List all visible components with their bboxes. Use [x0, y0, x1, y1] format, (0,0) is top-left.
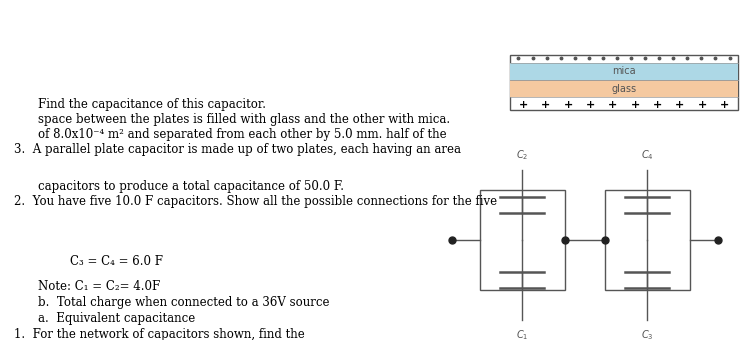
Text: 2.  You have five 10.0 F capacitors. Show all the possible connections for the f: 2. You have five 10.0 F capacitors. Show… [14, 195, 497, 208]
Text: glass: glass [611, 84, 637, 94]
Text: C₃ = C₄ = 6.0 F: C₃ = C₄ = 6.0 F [70, 255, 163, 268]
Bar [480, 190, 565, 290]
Text: +: + [698, 100, 707, 110]
Bar [510, 63, 738, 80]
Text: +: + [541, 100, 551, 110]
Text: $C_1$: $C_1$ [516, 328, 529, 340]
Text: $C_4$: $C_4$ [641, 148, 654, 162]
Text: Note: C₁ = C₂= 4.0F: Note: C₁ = C₂= 4.0F [38, 280, 160, 293]
Text: capacitors to produce a total capacitance of 50.0 F.: capacitors to produce a total capacitanc… [38, 180, 344, 193]
Text: space between the plates is filled with glass and the other with mica.: space between the plates is filled with … [38, 113, 450, 126]
Text: $C_2$: $C_2$ [516, 148, 529, 162]
Text: $C_3$: $C_3$ [641, 328, 654, 340]
Text: +: + [563, 100, 573, 110]
Bar [510, 55, 738, 110]
Text: 3.  A parallel plate capacitor is made up of two plates, each having an area: 3. A parallel plate capacitor is made up… [14, 143, 461, 156]
Text: +: + [519, 100, 528, 110]
Text: +: + [653, 100, 662, 110]
Text: +: + [608, 100, 617, 110]
Text: +: + [586, 100, 595, 110]
Bar [510, 80, 738, 97]
Text: of 8.0x10⁻⁴ m² and separated from each other by 5.0 mm. half of the: of 8.0x10⁻⁴ m² and separated from each o… [38, 128, 447, 141]
Text: a.  Equivalent capacitance: a. Equivalent capacitance [38, 312, 195, 325]
Text: +: + [675, 100, 684, 110]
Text: mica: mica [612, 67, 636, 76]
Text: +: + [631, 100, 640, 110]
Text: Find the capacitance of this capacitor.: Find the capacitance of this capacitor. [38, 98, 266, 111]
Text: +: + [720, 100, 729, 110]
Bar [605, 190, 690, 290]
Text: b.  Total charge when connected to a 36V source: b. Total charge when connected to a 36V … [38, 296, 330, 309]
Text: 1.  For the network of capacitors shown, find the: 1. For the network of capacitors shown, … [14, 328, 304, 340]
